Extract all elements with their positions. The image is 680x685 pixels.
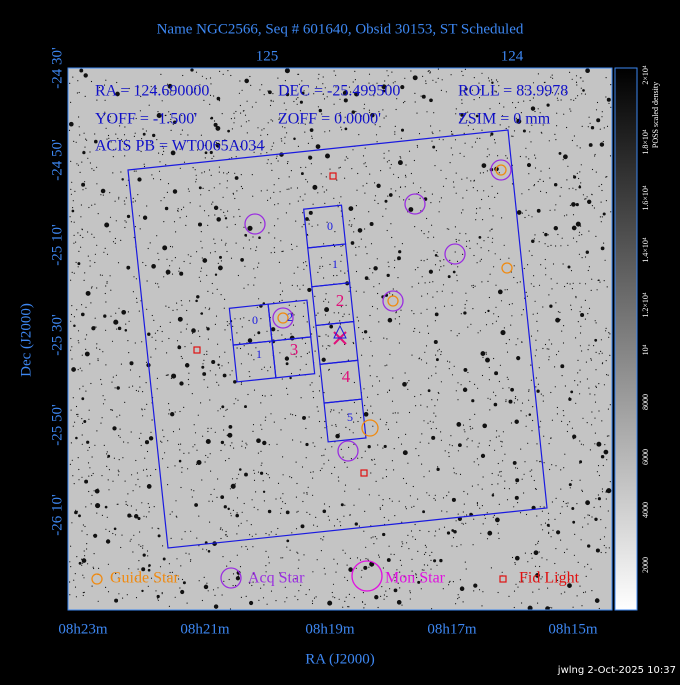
legend-label: Fid Light — [519, 570, 580, 587]
info-text: ZOFF = 0.0000' — [278, 111, 381, 128]
colorbar-tick-label: 2000 — [641, 557, 650, 573]
left-tick-label: -26 10' — [49, 494, 65, 536]
acis-i-array — [228, 299, 316, 383]
left-tick-label: -24 30' — [49, 47, 65, 89]
colorbar-tick-label: 2×10⁴ — [641, 65, 650, 85]
chip-label: 2 — [287, 310, 293, 324]
bottom-tick-label: 08h19m — [305, 621, 355, 637]
bottom-tick-label: 08h23m — [58, 621, 108, 637]
bottom-tick-label: 08h21m — [180, 621, 230, 637]
info-text: ZSIM = 0 mm — [458, 111, 551, 128]
chip-label: 3 — [290, 340, 299, 359]
fid-lights — [193, 172, 368, 477]
guide-stars — [277, 164, 513, 437]
legend-label: Guide Star — [110, 570, 180, 587]
info-text: DEC = -25.499500 — [278, 83, 400, 100]
chip-label: 0 — [252, 313, 258, 327]
y-axis-label: Dec (J2000) — [18, 303, 34, 377]
info-text: RA = 124.690000 — [95, 83, 209, 100]
legend-label: Acq Star — [248, 570, 305, 587]
chip-label: 1 — [256, 347, 262, 361]
colorbar-tick-label: 8000 — [641, 394, 650, 410]
top-tick-label: 124 — [501, 48, 524, 64]
chip-label: 1 — [332, 257, 338, 271]
colorbar — [614, 67, 638, 611]
chip-label: 5 — [347, 410, 353, 424]
acis-s-array — [303, 204, 367, 443]
colorbar-tick-label: 6000 — [641, 449, 650, 465]
legend-icons — [91, 560, 507, 592]
colorbar-tick-label: 4000 — [641, 502, 650, 518]
left-tick-label: -24 50' — [49, 139, 65, 181]
colorbar-label: POSS scaled density — [651, 82, 660, 148]
acq-stars — [244, 159, 512, 462]
chip-label: 2 — [336, 291, 345, 310]
overlay — [127, 129, 548, 549]
info-text: ROLL = 83.9978 — [458, 83, 568, 100]
legend-label: Mon Star — [385, 570, 446, 587]
chip-label: 4 — [342, 367, 351, 386]
top-tick-label: 125 — [256, 48, 279, 64]
colorbar-tick-label: 10⁴ — [641, 344, 650, 355]
bottom-tick-label: 08h17m — [427, 621, 477, 637]
left-tick-label: -25 10' — [49, 224, 65, 266]
colorbar-tick-label: 1.6×10⁴ — [641, 185, 650, 211]
field-box — [127, 129, 548, 549]
left-tick-label: -25 30' — [49, 314, 65, 356]
colorbar-tick-label: 1.8×10⁴ — [641, 129, 650, 155]
footer: jwlng 2-Oct-2025 10:37 — [557, 665, 676, 676]
colorbar-tick-label: 1.2×10⁴ — [641, 292, 650, 318]
title: Name NGC2566, Seq # 601640, Obsid 30153,… — [157, 21, 524, 37]
bottom-tick-label: 08h15m — [548, 621, 598, 637]
left-tick-label: -25 50' — [49, 404, 65, 446]
plot-frame — [67, 67, 613, 611]
info-text: ACIS PB = WT0065A034 — [95, 138, 264, 155]
info-text: YOFF = -1.500' — [95, 111, 197, 128]
chip-label: 0 — [327, 219, 333, 233]
colorbar-tick-label: 1.4×10⁴ — [641, 237, 650, 263]
target-marker — [333, 324, 347, 339]
x-axis-label: RA (J2000) — [305, 651, 375, 667]
